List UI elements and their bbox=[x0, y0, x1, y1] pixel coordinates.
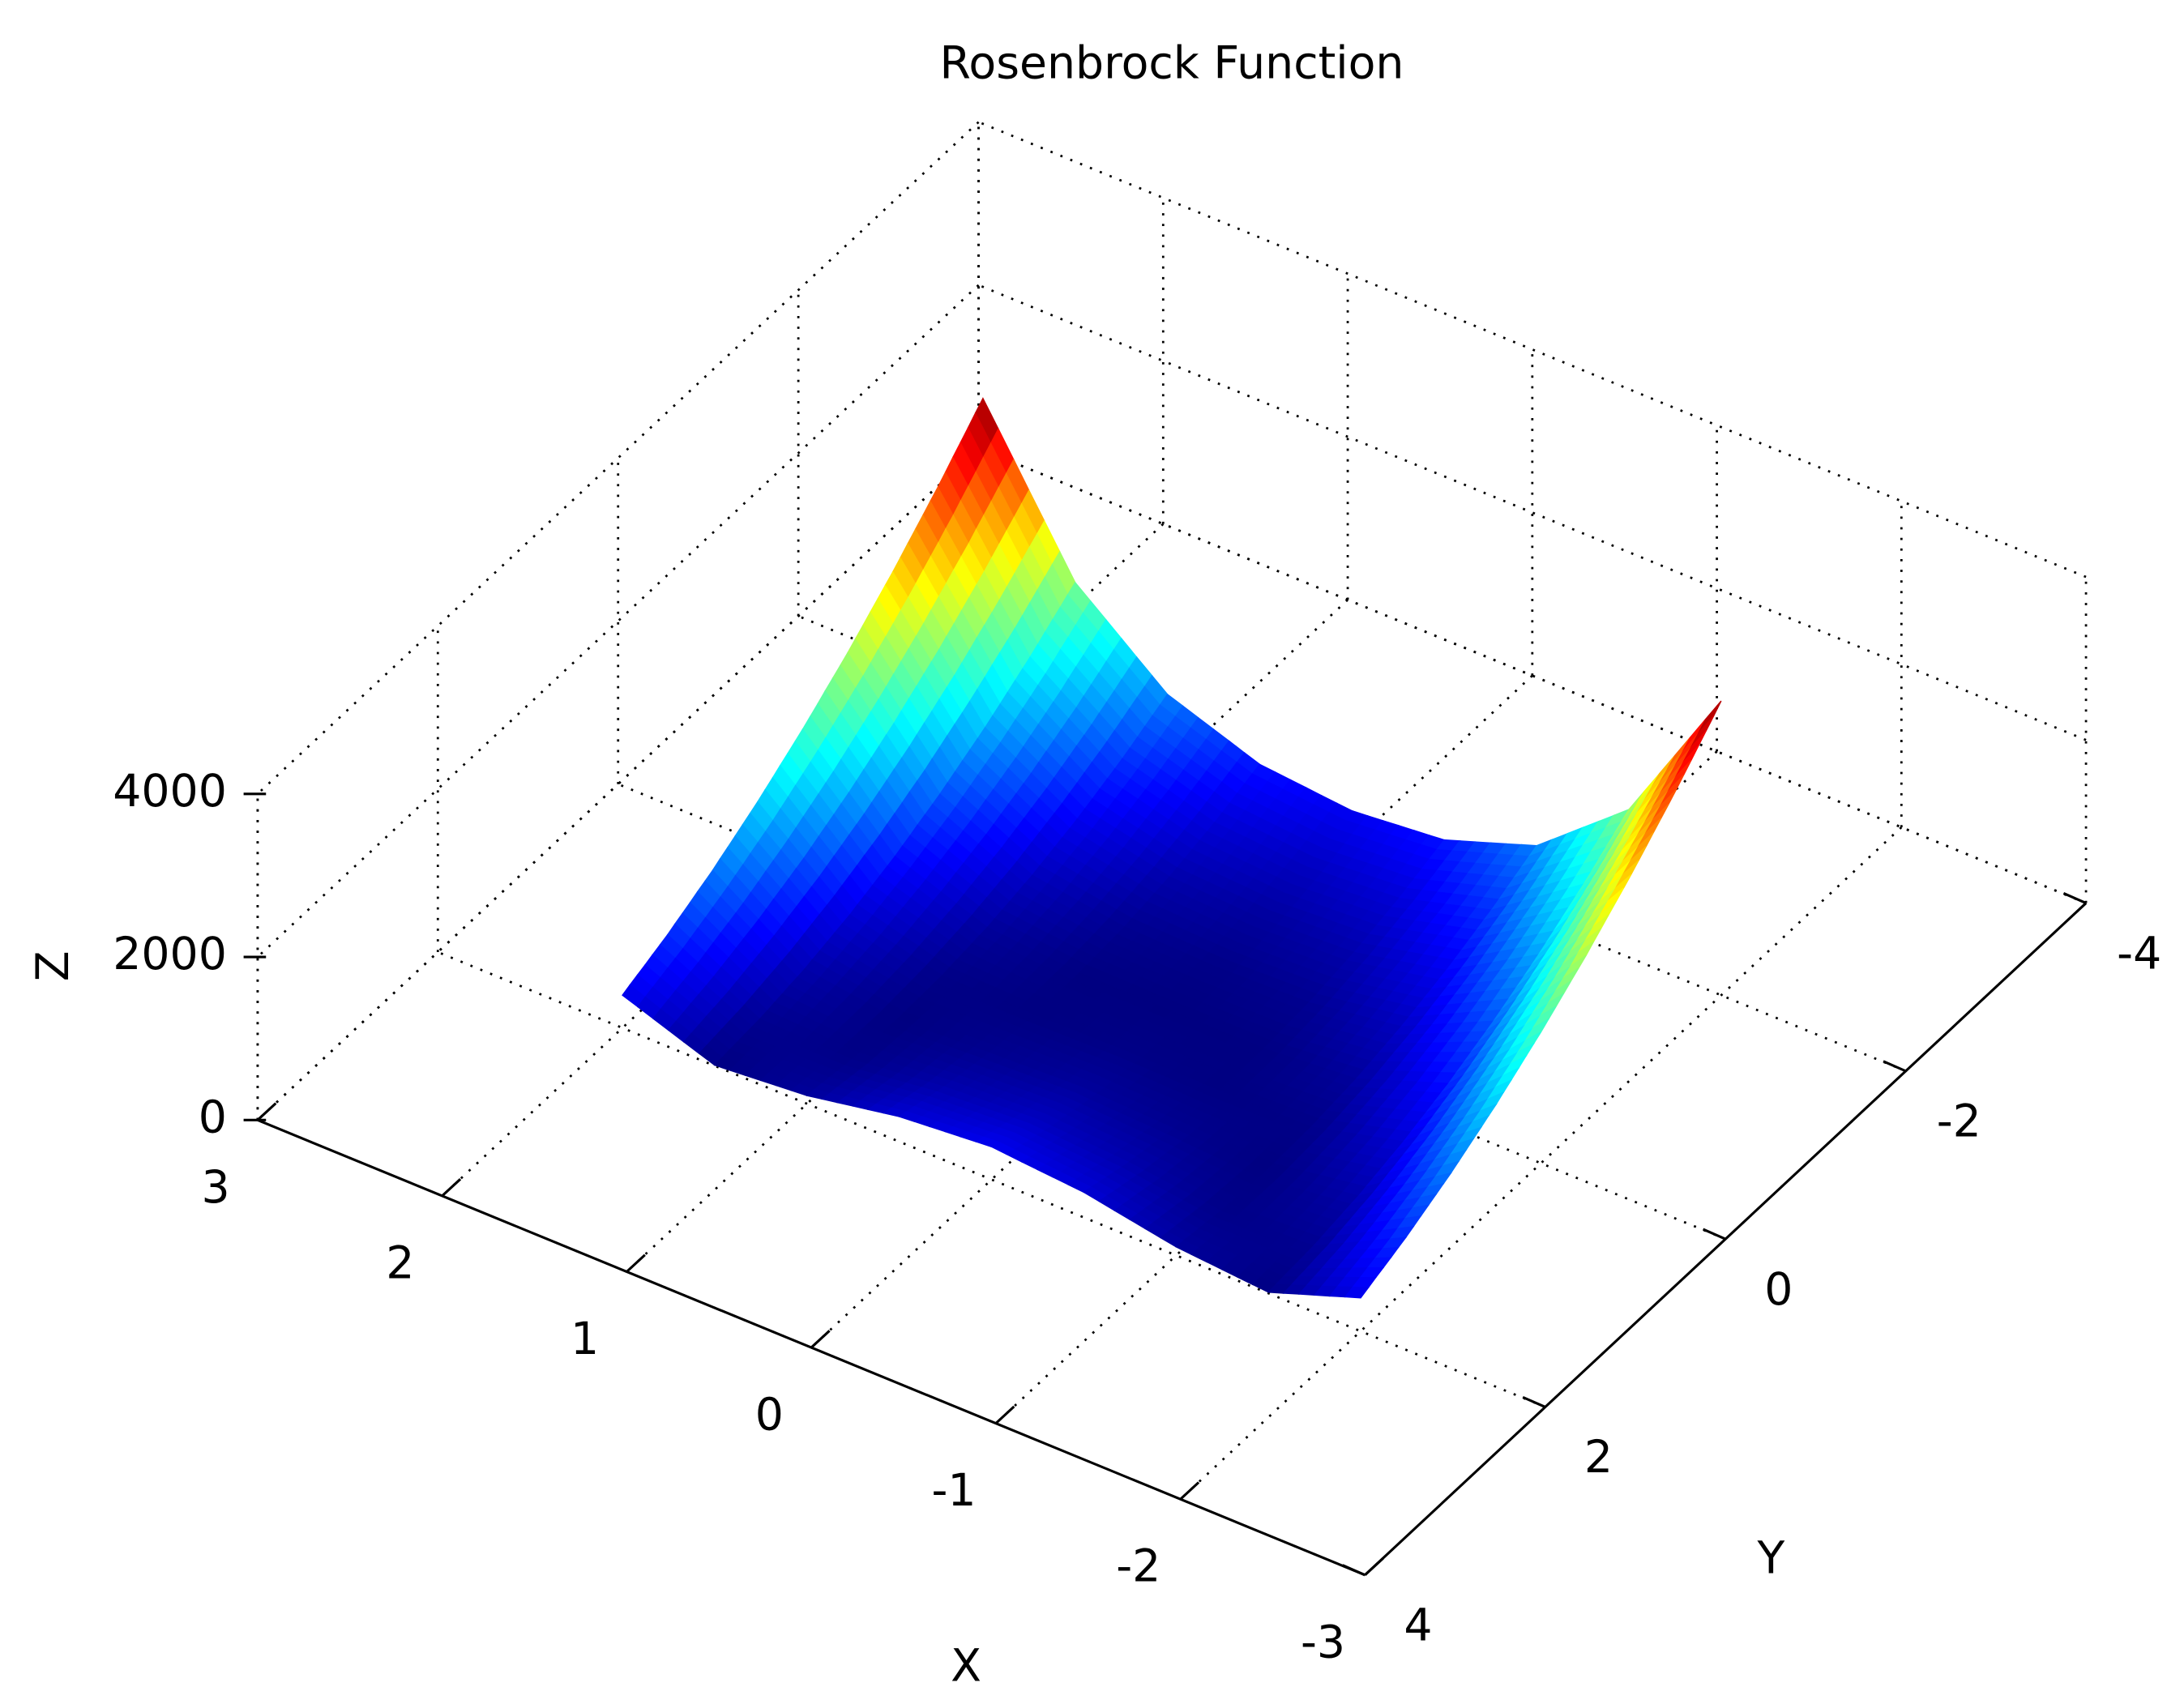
y-tick-label: -2 bbox=[1937, 1096, 1981, 1148]
y-tick-label: 2 bbox=[1584, 1432, 1613, 1484]
x-axis-label: X bbox=[951, 1641, 981, 1693]
y-tick-label: -4 bbox=[2117, 928, 2161, 980]
y-tick bbox=[1883, 1060, 1907, 1073]
x-tick-label: 3 bbox=[201, 1162, 229, 1214]
x-tick bbox=[1364, 1557, 1384, 1576]
y-tick-label: 0 bbox=[1764, 1264, 1793, 1316]
grid-line bbox=[256, 447, 980, 1121]
grid-line bbox=[810, 674, 1533, 1349]
x-tick bbox=[994, 1405, 1015, 1424]
y-tick bbox=[1702, 1228, 1726, 1241]
y-tick bbox=[2062, 892, 2087, 904]
surface-patch bbox=[1344, 1286, 1370, 1299]
grid-line bbox=[978, 121, 2087, 579]
grid-line bbox=[256, 121, 980, 795]
z-tick-label: 4000 bbox=[113, 766, 227, 818]
x-tick-label: -2 bbox=[1116, 1541, 1160, 1593]
z-axis-label: Z bbox=[28, 950, 79, 981]
x-tick bbox=[1179, 1481, 1200, 1501]
x-tick bbox=[256, 1102, 277, 1121]
x-tick bbox=[810, 1330, 831, 1349]
y-axis-label: Y bbox=[1756, 1533, 1784, 1585]
surface bbox=[622, 397, 1722, 1299]
axes: -3 -2 -1 0 1 2 3 -4 -2 0 2 4 0 2000 4000 bbox=[113, 766, 2161, 1668]
grid-line bbox=[626, 599, 1349, 1273]
grid-line bbox=[256, 284, 980, 959]
z-tick-label: 0 bbox=[199, 1091, 227, 1143]
y-tick bbox=[1522, 1395, 1546, 1408]
y-tick-label: 4 bbox=[1404, 1600, 1432, 1652]
x-tick bbox=[441, 1178, 462, 1198]
x-tick-label: 2 bbox=[386, 1237, 414, 1289]
x-tick bbox=[626, 1253, 646, 1273]
grid-line bbox=[994, 750, 1718, 1424]
x-tick-label: -3 bbox=[1301, 1616, 1345, 1668]
chart-title: Rosenbrock Function bbox=[939, 38, 1404, 90]
x-tick-label: 0 bbox=[755, 1390, 784, 1441]
grid-line bbox=[1179, 826, 1903, 1501]
x-tick-label: -1 bbox=[931, 1465, 976, 1517]
x-tick-label: 1 bbox=[571, 1313, 599, 1365]
z-tick-label: 2000 bbox=[113, 929, 227, 980]
y-tick bbox=[1342, 1564, 1366, 1577]
grid-line bbox=[441, 523, 1165, 1197]
